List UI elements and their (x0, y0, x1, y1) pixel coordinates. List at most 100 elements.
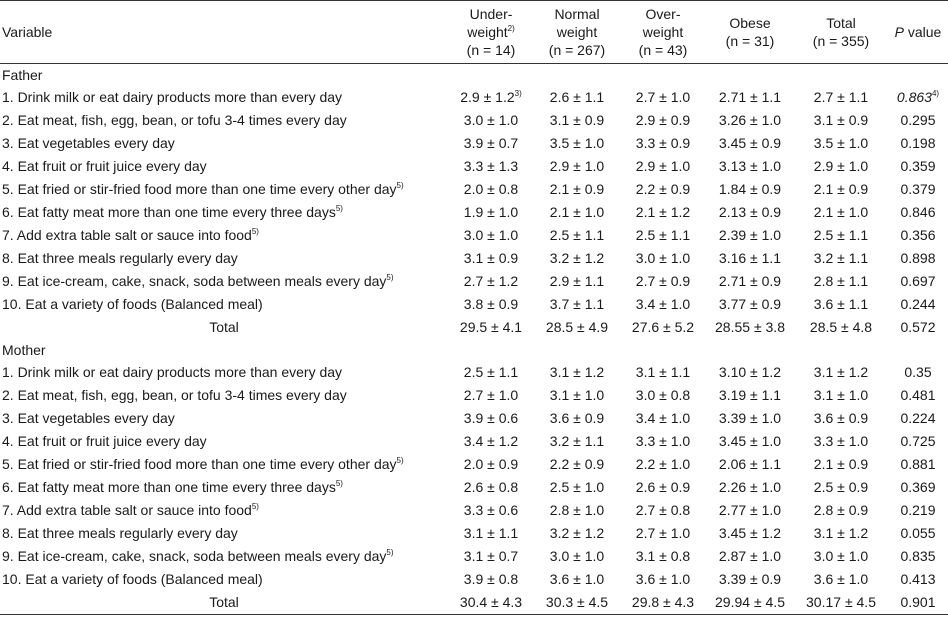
item-footnote: 5) (396, 456, 404, 465)
normal-total: 30.3 ± 4.5 (534, 591, 620, 615)
header-variable: Variable (0, 0, 448, 64)
underweight-value-text: 3.9 ± 0.7 (463, 135, 519, 151)
p-value: 0.725 (888, 430, 948, 453)
underweight-total: 29.5 ± 4.1 (459, 319, 523, 335)
p-value: 0.295 (888, 109, 948, 132)
obese-total: 29.94 ± 4.5 (706, 591, 794, 615)
total-value: 3.2 ± 1.1 (813, 250, 869, 266)
table-row: 10. Eat a variety of foods (Balanced mea… (0, 293, 948, 316)
item-footnote: 5) (386, 273, 394, 282)
item-text: 9. Eat ice-cream, cake, snack, soda betw… (2, 273, 387, 289)
p-value: 0.369 (888, 476, 948, 499)
table-row: 10. Eat a variety of foods (Balanced mea… (0, 568, 948, 591)
table-row: 3. Eat vegetables every day 3.9 ± 0.7 3.5 … (0, 132, 948, 155)
p-value-footnote: 4) (931, 89, 940, 98)
table-row: 4. Eat fruit or fruit juice every day 3.4… (0, 430, 948, 453)
header-underweight: Under- weight2) (n = 14) (448, 0, 534, 64)
obese-value: 2.06 ± 1.1 (718, 456, 782, 472)
p-value: 0.198 (888, 132, 948, 155)
overweight-total: 29.8 ± 4.3 (620, 591, 706, 615)
p-value-text: 0.369 (900, 479, 936, 495)
overweight-value: 3.1 ± 1.1 (635, 364, 691, 380)
obese-value: 2.71 ± 0.9 (718, 273, 782, 289)
header-underweight-line2: weight (467, 24, 508, 40)
group-row-mother: Mother (0, 339, 948, 361)
normal-value: 3.2 ± 1.2 (549, 250, 605, 266)
item-cell: 6. Eat fatty meat more than one time eve… (0, 476, 448, 499)
header-p-rest: value (903, 24, 942, 40)
total-value: 2.8 ± 1.1 (813, 273, 869, 289)
table-row: 6. Eat fatty meat more than one time eve… (0, 476, 948, 499)
total-value: 3.1 ± 1.0 (813, 387, 869, 403)
underweight-value: 2.6 ± 0.8 (448, 476, 534, 499)
item-text: 3. Eat vegetables every day (2, 135, 175, 151)
total-value: 3.1 ± 1.2 (813, 364, 869, 380)
total-value: 3.6 ± 1.1 (813, 296, 869, 312)
underweight-value: 3.0 ± 1.0 (448, 224, 534, 247)
table-row: 2. Eat meat, fish, egg, bean, or tofu 3-… (0, 109, 948, 132)
table-body: Father 1. Drink milk or eat dairy product… (0, 64, 948, 615)
obese-value: 3.19 ± 1.1 (718, 387, 782, 403)
p-value: 0.697 (888, 270, 948, 293)
normal-value: 3.1 ± 1.2 (549, 364, 605, 380)
group-label: Mother (2, 342, 46, 358)
total-value: 2.8 ± 0.9 (813, 502, 869, 518)
item-text: 2. Eat meat, fish, egg, bean, or tofu 3-… (2, 387, 347, 403)
normal-value: 3.1 ± 1.0 (549, 387, 605, 403)
obese-value: 2.26 ± 1.0 (718, 479, 782, 495)
underweight-value-text: 3.3 ± 0.6 (463, 502, 519, 518)
underweight-value: 3.0 ± 1.0 (448, 109, 534, 132)
p-value-text: 0.835 (900, 548, 936, 564)
header-normal-line1: Normal (554, 6, 600, 22)
table-row: 2. Eat meat, fish, egg, bean, or tofu 3-… (0, 384, 948, 407)
p-value-text: 0.359 (900, 158, 936, 174)
underweight-value-text: 2.6 ± 0.8 (463, 479, 519, 495)
item-cell: 10. Eat a variety of foods (Balanced mea… (0, 568, 448, 591)
header-underweight-n: (n = 14) (466, 42, 516, 58)
item-cell: 2. Eat meat, fish, egg, bean, or tofu 3-… (0, 109, 448, 132)
normal-value: 3.5 ± 1.0 (549, 135, 605, 151)
overweight-value: 2.7 ± 0.9 (635, 273, 691, 289)
item-footnote: 5) (386, 548, 394, 557)
p-value: 0.846 (888, 201, 948, 224)
p-value-text: 0.881 (900, 456, 936, 472)
total-value: 2.9 ± 1.0 (813, 158, 869, 174)
table-row: 7. Add extra table salt or sauce into fo… (0, 499, 948, 522)
total-value: 2.1 ± 1.0 (813, 204, 869, 220)
obese-value: 2.13 ± 0.9 (718, 204, 782, 220)
overweight-value: 2.7 ± 1.0 (635, 89, 691, 105)
table-row: 7. Add extra table salt or sauce into fo… (0, 224, 948, 247)
header-underweight-line1: Under- (469, 6, 513, 22)
item-cell: 8. Eat three meals regularly every day (0, 247, 448, 270)
p-value-text: 0.725 (900, 433, 936, 449)
table-row: 6. Eat fatty meat more than one time eve… (0, 201, 948, 224)
total-value: 3.1 ± 1.2 (813, 525, 869, 541)
obese-value: 3.45 ± 1.0 (718, 433, 782, 449)
table-row: 5. Eat fried or stir-fried food more tha… (0, 178, 948, 201)
underweight-value-text: 3.1 ± 0.9 (463, 250, 519, 266)
item-footnote: 5) (396, 181, 404, 190)
overweight-value: 3.3 ± 1.0 (635, 433, 691, 449)
total-value: 3.6 ± 1.0 (813, 571, 869, 587)
overweight-value: 3.6 ± 1.0 (635, 571, 691, 587)
normal-value: 2.5 ± 1.1 (549, 227, 605, 243)
p-value: 0.055 (888, 522, 948, 545)
underweight-value: 1.9 ± 1.0 (448, 201, 534, 224)
total-value: 3.6 ± 0.9 (813, 410, 869, 426)
item-cell: 2. Eat meat, fish, egg, bean, or tofu 3-… (0, 384, 448, 407)
underweight-value: 2.9 ± 1.23) (448, 86, 534, 109)
overweight-value: 2.7 ± 1.0 (635, 525, 691, 541)
header-p-value: P value (888, 0, 948, 64)
item-text: 7. Add extra table salt or sauce into fo… (2, 227, 252, 243)
p-value-text: 0.863 (896, 89, 932, 105)
normal-value: 2.9 ± 1.1 (549, 273, 605, 289)
header-obese-n: (n = 31) (725, 33, 775, 49)
underweight-value: 2.0 ± 0.8 (448, 178, 534, 201)
table-row: 8. Eat three meals regularly every day 3.… (0, 247, 948, 270)
total-value: 2.5 ± 0.9 (813, 479, 869, 495)
total-total: 30.17 ± 4.5 (794, 591, 888, 615)
overweight-value: 3.0 ± 1.0 (635, 250, 691, 266)
item-cell: 4. Eat fruit or fruit juice every day (0, 155, 448, 178)
header-underweight-footnote: 2) (507, 24, 515, 33)
